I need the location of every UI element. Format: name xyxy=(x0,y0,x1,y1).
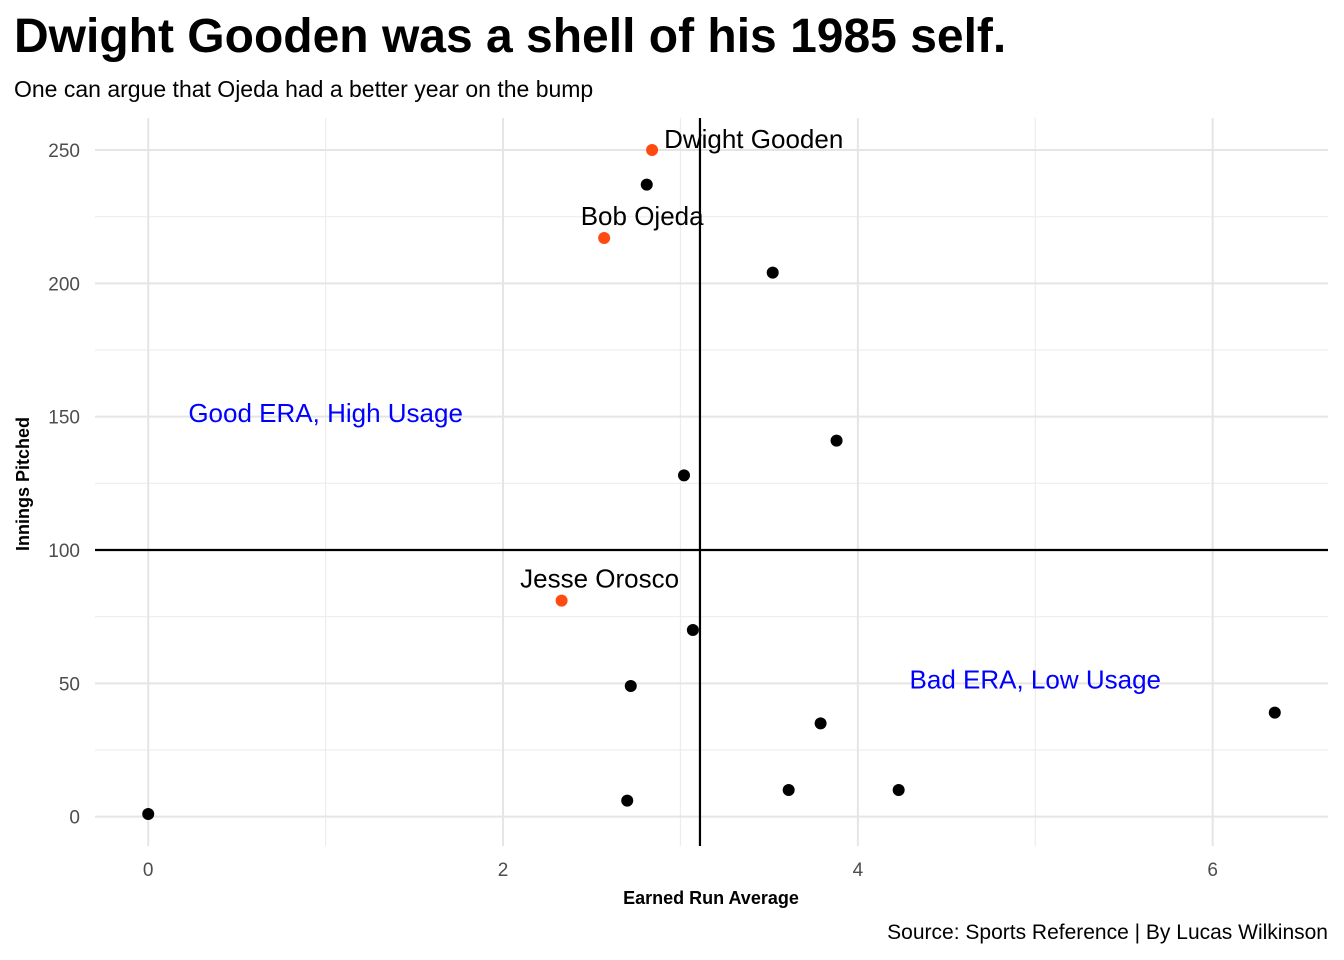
y-tick-label: 150 xyxy=(48,408,80,429)
data-point xyxy=(1268,706,1281,719)
data-point xyxy=(782,784,795,796)
y-tick-label: 50 xyxy=(59,674,80,695)
x-tick-label: 0 xyxy=(143,860,154,881)
x-axis-title: Earned Run Average xyxy=(623,888,799,908)
x-tick-label: 4 xyxy=(853,860,864,881)
data-point xyxy=(640,178,653,191)
point-label: Bob Ojeda xyxy=(581,201,704,231)
point-label: Dwight Gooden xyxy=(664,124,843,154)
x-tick-label: 6 xyxy=(1207,860,1218,881)
x-tick-label: 2 xyxy=(498,860,509,881)
y-tick-label: 250 xyxy=(48,141,80,162)
y-tick-label: 200 xyxy=(48,274,80,295)
chart-subtitle: One can argue that Ojeda had a better ye… xyxy=(14,76,594,102)
quadrant-annotation: Bad ERA, Low Usage xyxy=(910,665,1161,695)
source-caption: Source: Sports Reference | By Lucas Wilk… xyxy=(887,921,1328,944)
data-point xyxy=(624,680,637,692)
data-point xyxy=(892,784,905,796)
point-labels: Dwight Gooden Bob Ojeda Jesse Orosco xyxy=(520,124,843,594)
highlighted-point xyxy=(646,144,659,156)
y-tick-label: 0 xyxy=(69,808,80,829)
data-point xyxy=(766,266,779,279)
data-point xyxy=(621,794,634,807)
data-point xyxy=(686,624,699,636)
quadrant-annotation: Good ERA, High Usage xyxy=(188,398,463,428)
point-label: Jesse Orosco xyxy=(520,564,679,594)
y-tick-label: 100 xyxy=(48,541,80,562)
highlighted-point xyxy=(598,232,611,244)
y-axis-title: Innings Pitched xyxy=(13,417,33,551)
data-point xyxy=(814,717,827,730)
grid-layer xyxy=(95,118,1328,846)
data-point xyxy=(142,808,155,820)
tick-labels: 0 2 4 6 0 50 100 150 200 250 xyxy=(48,141,1218,881)
data-point xyxy=(678,469,691,482)
reference-lines xyxy=(95,118,1328,846)
highlighted-point xyxy=(555,594,568,607)
data-points xyxy=(142,144,1281,820)
quadrant-annotations: Good ERA, High Usage Bad ERA, Low Usage xyxy=(188,398,1161,695)
chart-title: Dwight Gooden was a shell of his 1985 se… xyxy=(14,10,1007,63)
data-point xyxy=(830,434,843,447)
